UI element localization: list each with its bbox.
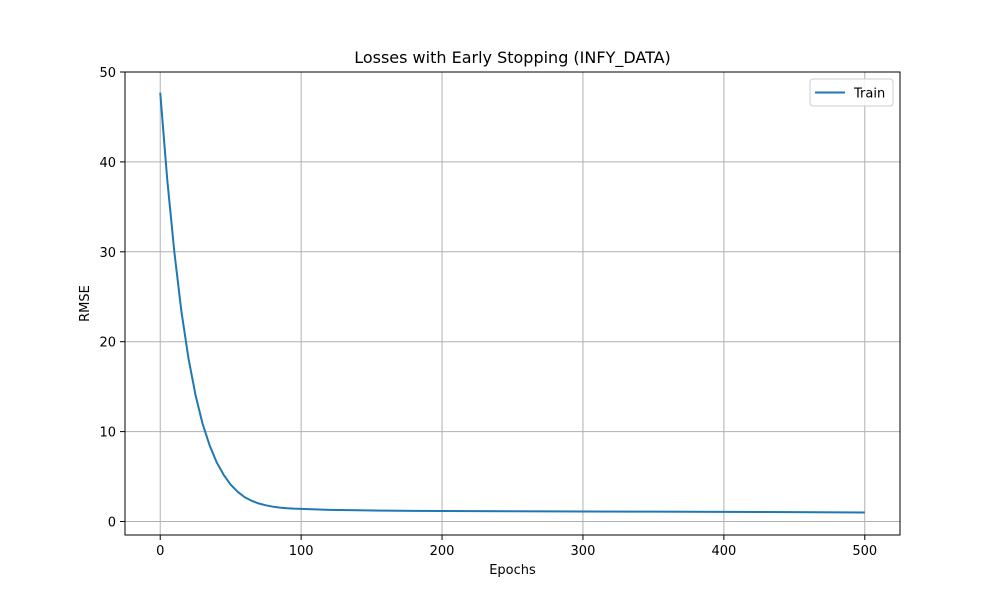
x-tick-label: 200 — [430, 544, 455, 559]
legend-label-train: Train — [853, 87, 885, 102]
y-tick-label: 50 — [99, 66, 116, 81]
series-layer — [159, 92, 865, 514]
y-tick-label: 0 — [108, 516, 116, 531]
y-tick-label: 40 — [99, 156, 116, 171]
plot-frame — [124, 71, 901, 536]
legend: Train — [809, 78, 894, 107]
chart-title: Losses with Early Stopping (INFY_DATA) — [354, 48, 671, 68]
x-tick-label: 100 — [289, 544, 314, 559]
legend-box — [809, 78, 894, 107]
series-line-train — [159, 92, 865, 514]
x-tick-label: 500 — [852, 544, 877, 559]
x-tick-label: 300 — [571, 544, 596, 559]
y-tick-label: 10 — [99, 426, 116, 441]
y-tick-label: 30 — [99, 246, 116, 261]
x-tick-label: 400 — [711, 544, 736, 559]
x-tick-label: 0 — [156, 544, 164, 559]
x-axis-title: Epochs — [489, 563, 536, 578]
tick-layer: 0 100 200 300 400 500 0 10 20 30 40 50 — [99, 66, 877, 559]
grid-layer — [125, 71, 900, 535]
y-tick-label: 20 — [99, 336, 116, 351]
y-axis-title: RMSE — [78, 285, 93, 322]
